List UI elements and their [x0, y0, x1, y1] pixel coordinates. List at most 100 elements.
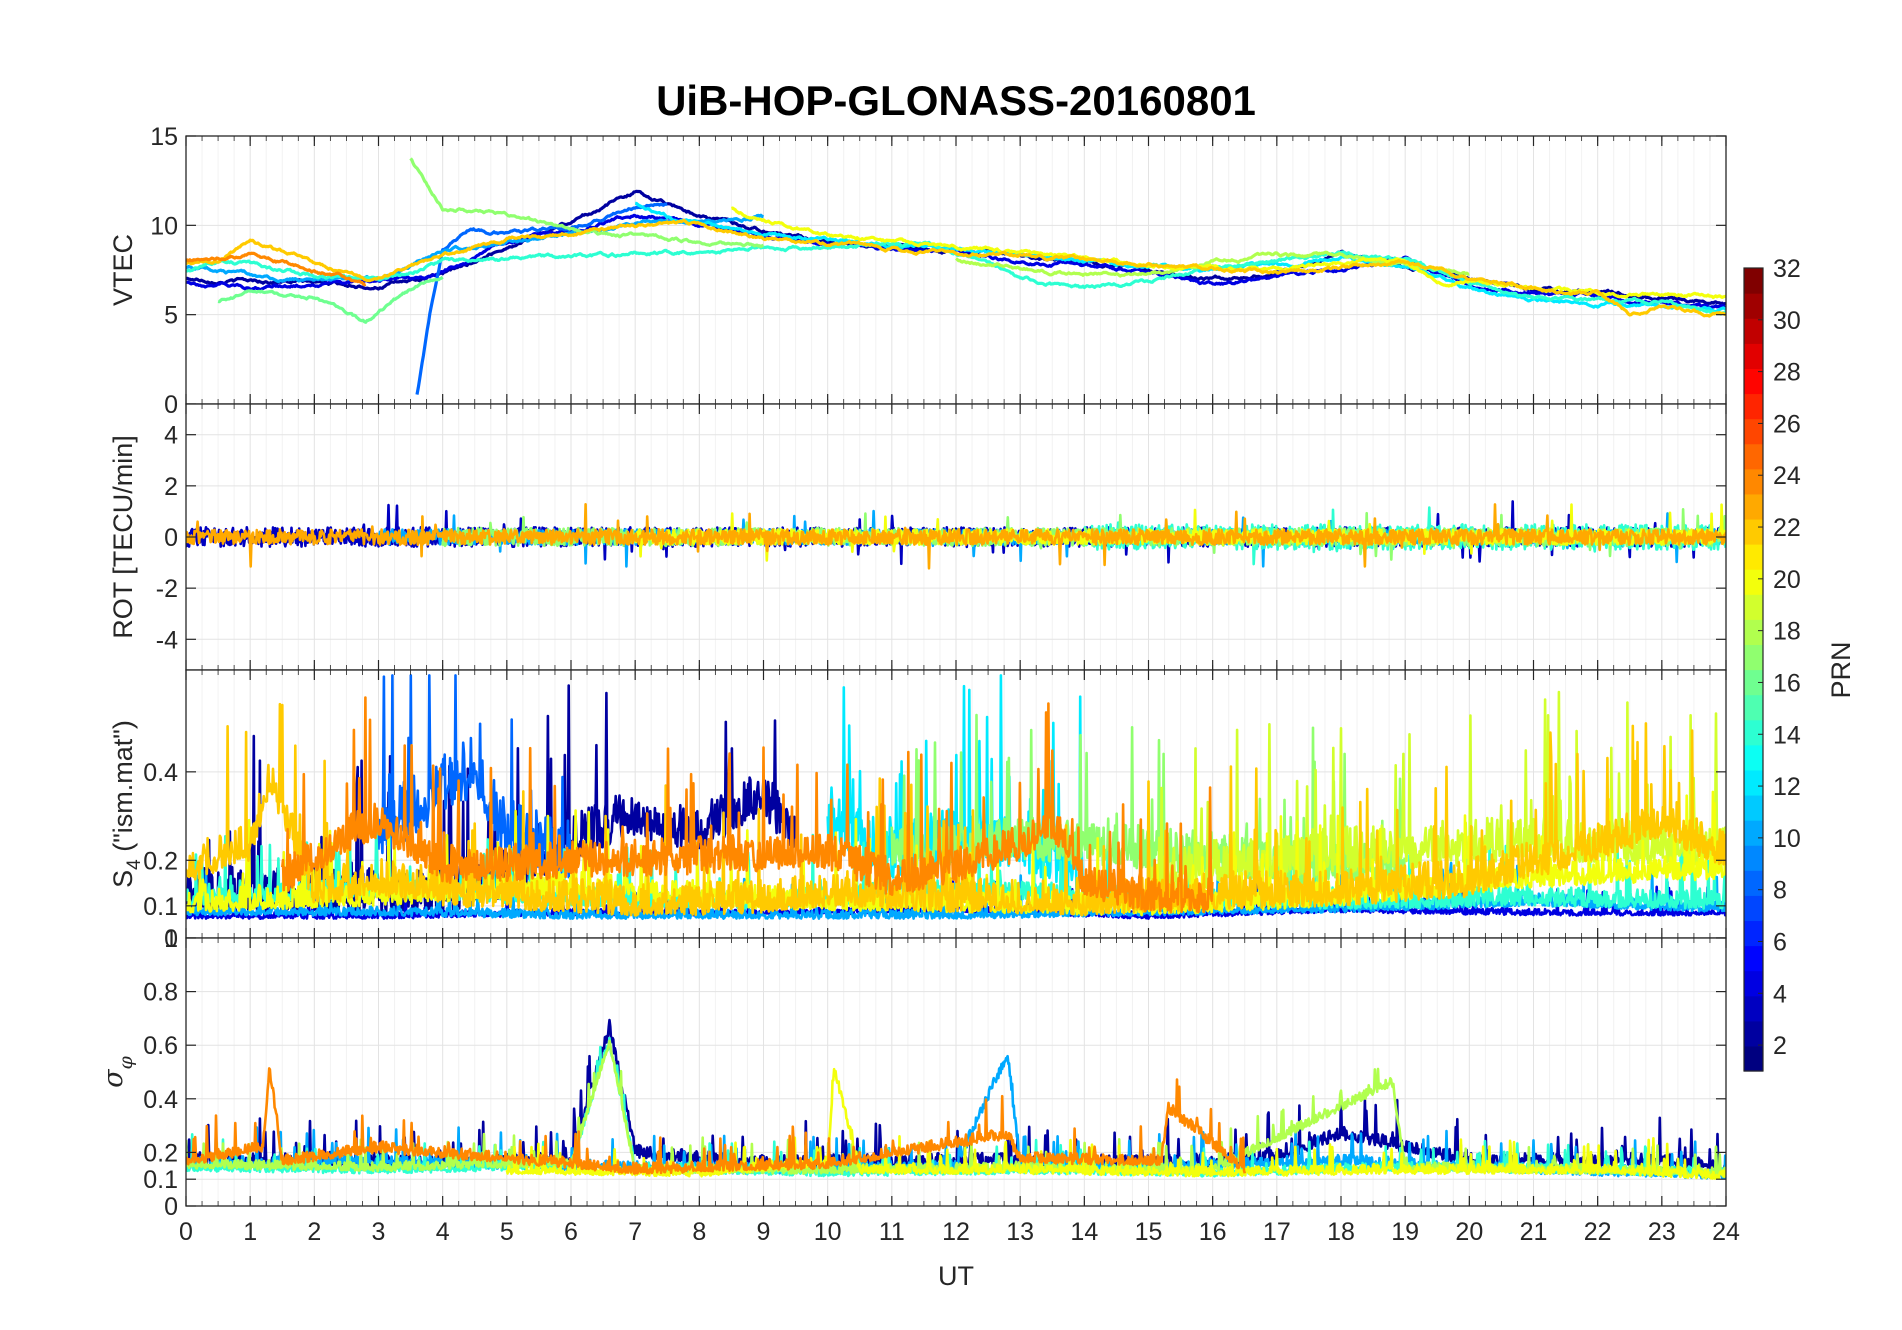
colorbar-segment	[1744, 644, 1763, 671]
series-line-prn-24	[281, 696, 1214, 914]
series-group	[186, 1018, 1726, 1180]
colorbar-segment	[1744, 794, 1763, 821]
colorbar-segment	[1744, 820, 1763, 846]
x-axis-label: UT	[938, 1261, 974, 1291]
colorbar-tick-label: 18	[1773, 618, 1801, 646]
x-tick-label: 23	[1648, 1218, 1676, 1246]
x-tick-label: 22	[1584, 1218, 1612, 1246]
y-tick-label: 0	[164, 391, 178, 419]
x-tick-label: 8	[692, 1218, 706, 1246]
x-tick-label: 11	[879, 1218, 905, 1246]
panel-s4: 0 0.1 0.2 0.4S4 ("ism.mat")	[108, 669, 1727, 953]
x-tick-label: 7	[628, 1218, 642, 1246]
series-line-prn-8	[415, 202, 668, 395]
y-axis-label: VTEC	[108, 234, 138, 306]
series-line-prn-22	[186, 702, 1726, 917]
series-line-prn-20	[731, 206, 1726, 300]
y-tick-label: 0.2	[143, 847, 178, 875]
colorbar-tick-label: 26	[1773, 410, 1801, 438]
x-tick-label: 12	[942, 1218, 970, 1246]
colorbar-segment	[1744, 945, 1763, 972]
y-tick-label: 4	[164, 422, 178, 450]
series-line-prn-23	[186, 502, 1726, 570]
colorbar-tick-label: 32	[1773, 255, 1801, 283]
colorbar-tick-label: 10	[1773, 825, 1801, 853]
colorbar-tick-label: 8	[1773, 877, 1787, 905]
colorbar-tick-label: 30	[1773, 307, 1801, 335]
colorbar-segment	[1744, 669, 1763, 696]
colorbar-segment	[1744, 418, 1763, 445]
y-tick-label: 5	[164, 302, 178, 330]
y-tick-label: 0	[164, 925, 178, 953]
colorbar-tick-label: 6	[1773, 928, 1787, 956]
x-tick-label: 10	[814, 1218, 842, 1246]
colorbar-segment	[1744, 518, 1763, 545]
x-tick-label: 9	[757, 1218, 771, 1246]
series-line-prn-24	[186, 1067, 1247, 1175]
series-group	[186, 674, 1726, 921]
colorbar-box	[1743, 267, 1764, 1072]
colorbar-segment	[1744, 619, 1763, 646]
colorbar-segment	[1744, 468, 1763, 495]
x-tick-label: 17	[1263, 1218, 1291, 1246]
y-tick-label: 0.4	[143, 759, 178, 787]
colorbar-segment	[1744, 970, 1763, 997]
x-tick-label: 0	[179, 1218, 193, 1246]
colorbar-segment	[1744, 895, 1763, 922]
colorbar-tick-label: 24	[1773, 462, 1801, 490]
series-line-prn-22	[186, 218, 1726, 318]
colorbar-tick-label: 12	[1773, 773, 1801, 801]
y-axis-label: S4 ("ism.mat")	[108, 720, 145, 888]
x-tick-label: 18	[1327, 1218, 1355, 1246]
series-group	[186, 500, 1726, 570]
x-tick-label: 1	[243, 1218, 257, 1246]
x-tick-label: 16	[1199, 1218, 1227, 1246]
y-tick-label: 0	[164, 524, 178, 552]
y-tick-label: 0.1	[143, 1166, 178, 1194]
colorbar-segment	[1744, 318, 1763, 344]
x-tick-label: 15	[1135, 1218, 1163, 1246]
y-tick-label: -4	[156, 626, 178, 654]
x-tick-labels: 0 1 2 3 4 5 6 7 8 9 10 11 12 13 14 15 16 17 18 19 20 21 22 23 24	[179, 1218, 1740, 1246]
colorbar-tick-label: 16	[1773, 669, 1801, 697]
colorbar-segment	[1744, 995, 1763, 1022]
y-axis-label: ROT [TECU/min]	[108, 435, 138, 639]
series-line-prn-17	[409, 157, 765, 249]
colorbar-segment	[1744, 694, 1763, 721]
colorbar-segment	[1744, 443, 1763, 470]
y-tick-label: 0	[164, 1193, 178, 1221]
y-tick-label: 0.2	[143, 1139, 178, 1167]
y-axis-label: σφ	[98, 1055, 137, 1087]
colorbar-segment	[1744, 493, 1763, 520]
colorbar-tick-label: 2	[1773, 1032, 1787, 1060]
panel-rot: -4 -2 0 2 4 ROT [TECU/min]	[108, 403, 1727, 671]
colorbar-tick-label: 28	[1773, 359, 1801, 387]
series-line-prn-20	[505, 1067, 1726, 1180]
colorbar-segment	[1744, 368, 1763, 395]
y-tick-label: 0.4	[143, 1086, 178, 1114]
colorbar-segment	[1744, 1020, 1763, 1047]
colorbar-segment	[1744, 268, 1763, 294]
colorbar-tick-label: 14	[1773, 721, 1801, 749]
series-line-prn-24	[186, 251, 367, 287]
colorbar-segment	[1744, 343, 1763, 369]
x-tick-label: 2	[307, 1218, 321, 1246]
y-tick-label: 0.1	[143, 893, 178, 921]
colorbar-segment	[1744, 719, 1763, 746]
y-tick-label: 1	[164, 925, 178, 953]
colorbar-segment	[1744, 1045, 1763, 1072]
y-tick-label: -2	[156, 575, 178, 603]
panel-vtec: 0 5 10 15 VTEC	[108, 123, 1727, 419]
y-tick-label: 10	[150, 212, 178, 240]
colorbar-label: PRN	[1826, 641, 1856, 698]
chart-title: UiB-HOP-GLONASS-20160801	[656, 77, 1256, 124]
y-tick-label: 2	[164, 473, 178, 501]
colorbar-tick-label: 20	[1773, 566, 1801, 594]
x-tick-label: 24	[1712, 1218, 1740, 1246]
colorbar-segment	[1744, 769, 1763, 796]
series-group	[186, 157, 1726, 395]
x-tick-label: 19	[1391, 1218, 1419, 1246]
